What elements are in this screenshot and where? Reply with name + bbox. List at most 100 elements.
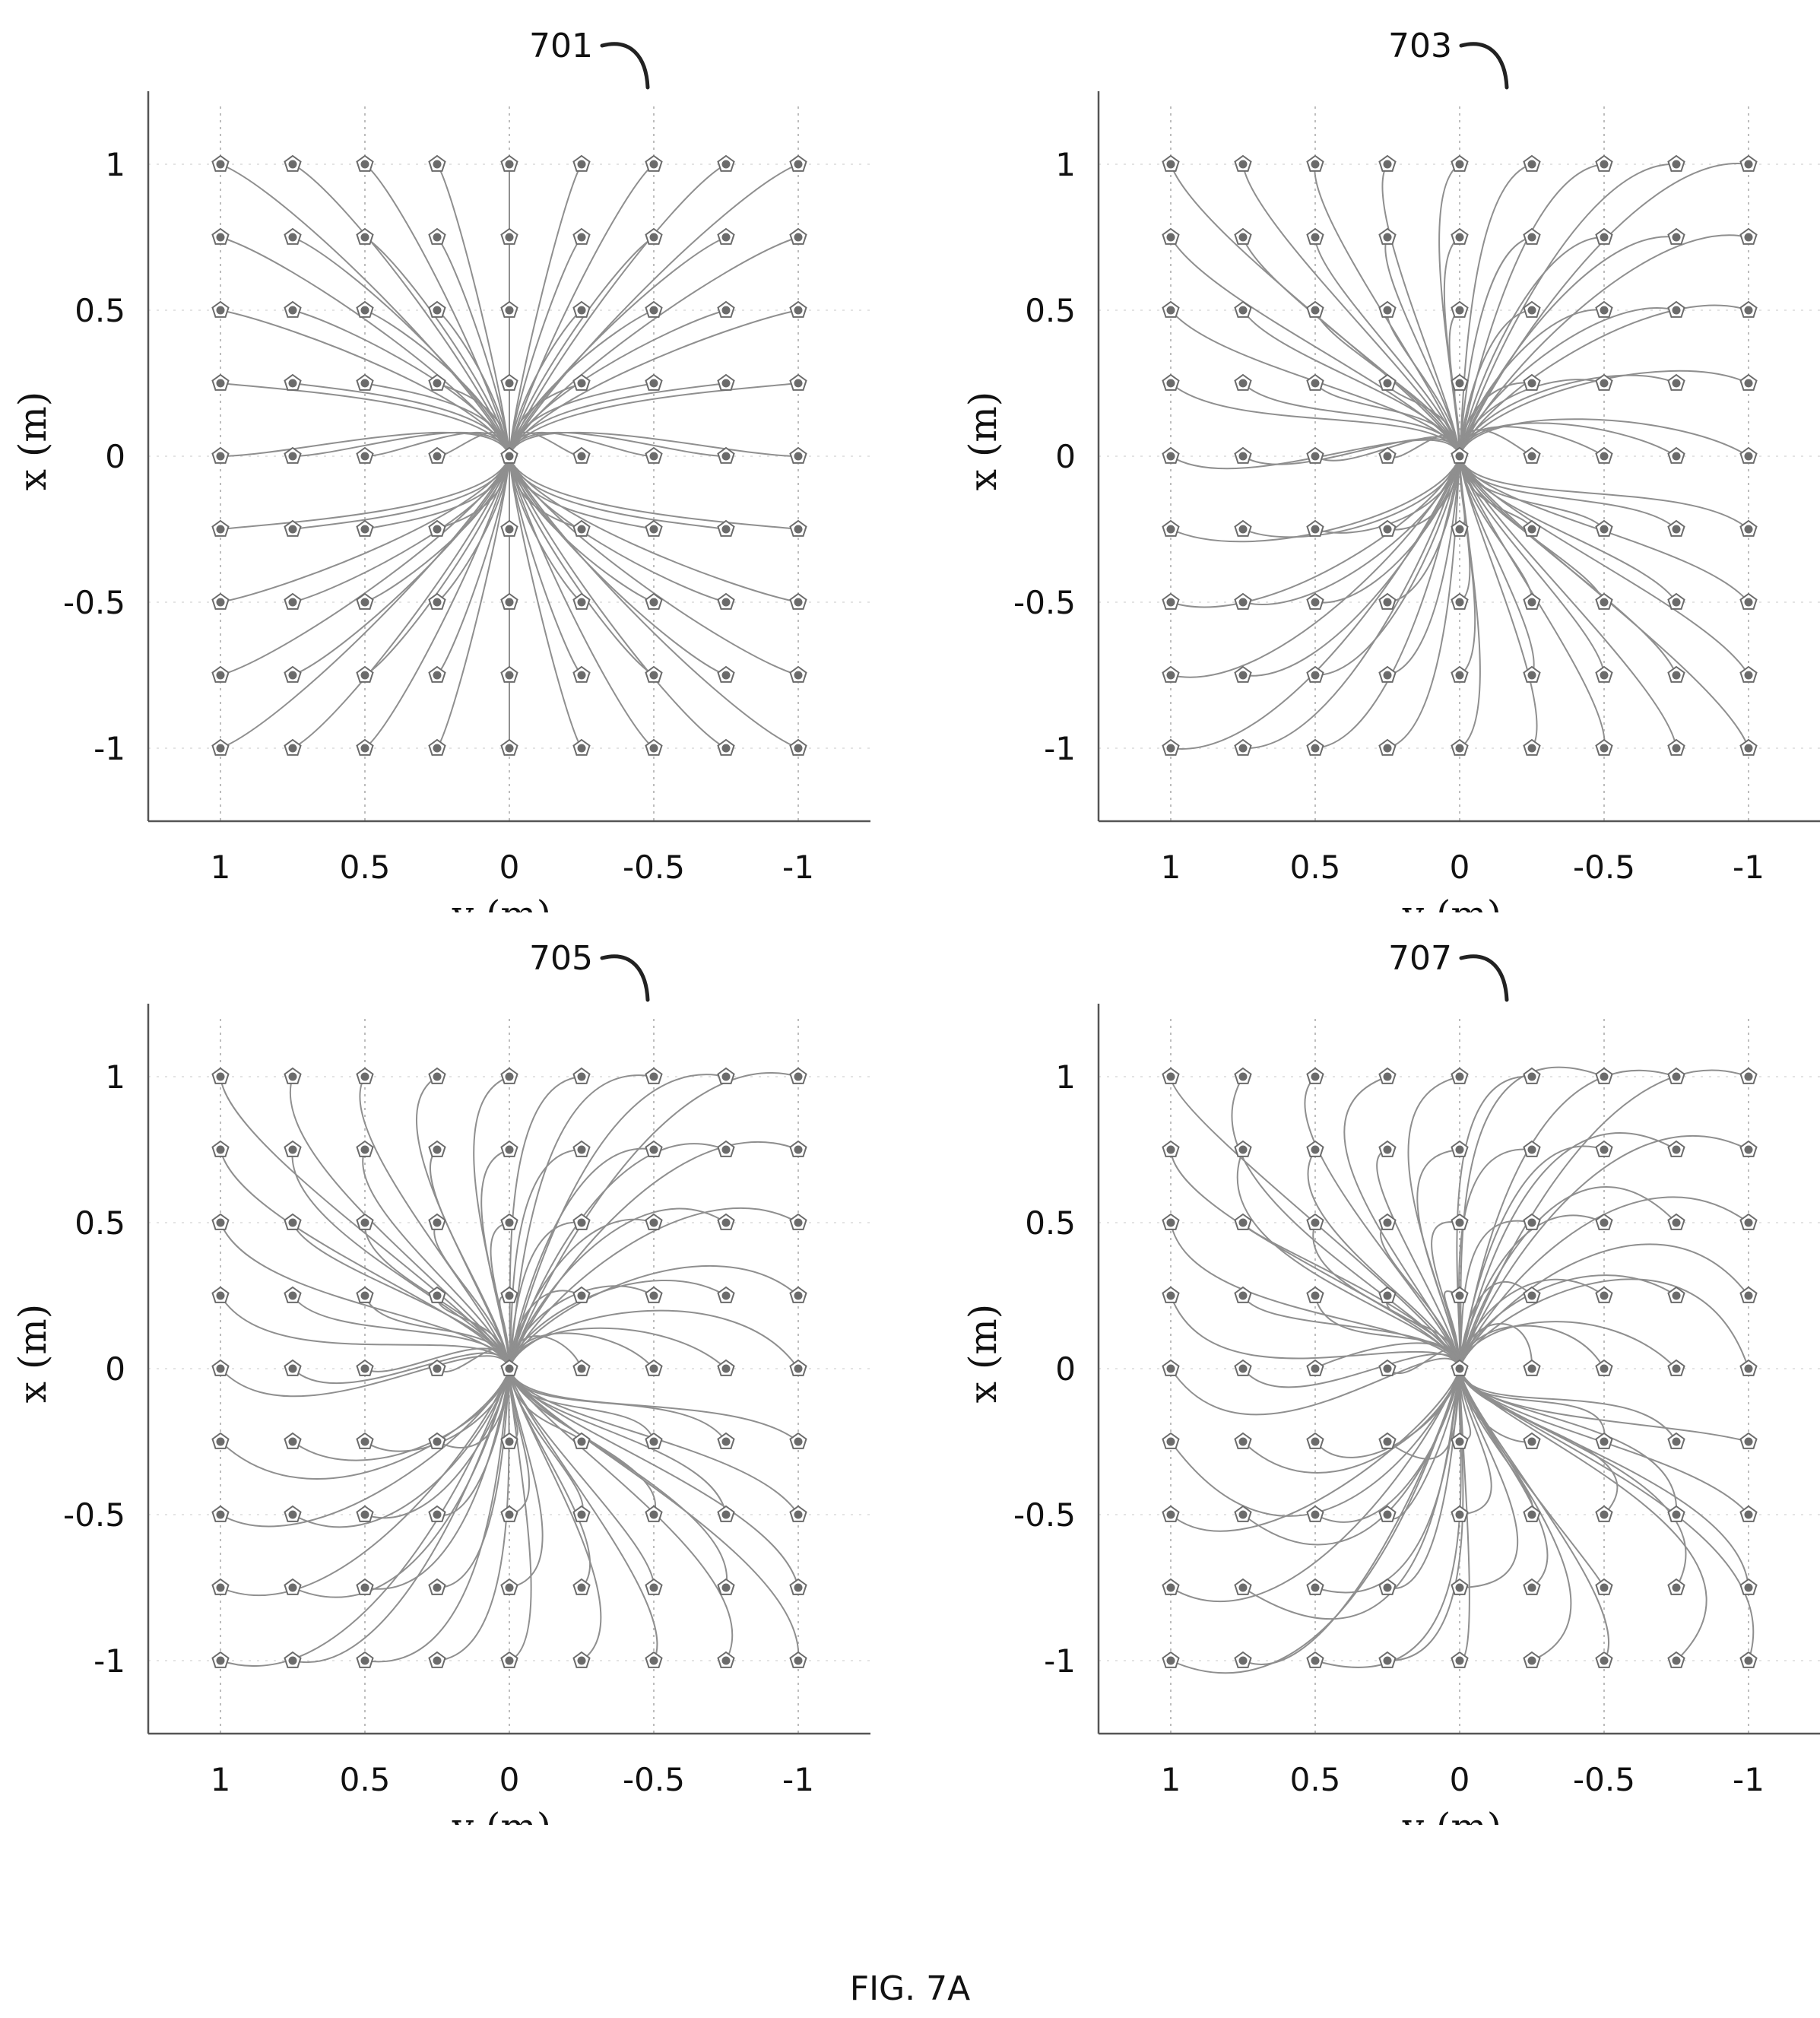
trajectory-path bbox=[1459, 307, 1677, 457]
marker-dot bbox=[1166, 671, 1175, 680]
trajectory-path bbox=[1459, 455, 1749, 749]
start-marker bbox=[1523, 1578, 1541, 1595]
marker-dot bbox=[1744, 1510, 1753, 1519]
marker-dot bbox=[360, 379, 369, 388]
marker-dot bbox=[360, 1437, 369, 1446]
marker-dot bbox=[1166, 1145, 1175, 1154]
start-marker bbox=[1595, 519, 1613, 537]
marker-dot bbox=[360, 233, 369, 242]
marker-dot bbox=[1527, 1291, 1536, 1300]
marker-dot bbox=[288, 1437, 297, 1446]
marker-dot bbox=[1166, 1364, 1175, 1373]
marker-dot bbox=[1672, 1510, 1681, 1519]
start-marker bbox=[717, 1213, 735, 1230]
trajectory-path bbox=[1459, 1066, 1605, 1369]
start-marker bbox=[1523, 1213, 1541, 1230]
x-tick-label: 1 bbox=[1161, 1761, 1181, 1798]
x-tick-label: 0.5 bbox=[340, 849, 391, 886]
marker-dot bbox=[1744, 233, 1753, 242]
marker-dot bbox=[1600, 1510, 1609, 1519]
trajectory-path bbox=[509, 1074, 655, 1369]
start-marker bbox=[1234, 446, 1252, 464]
chart-svg: 1 0.5 0 -0.5 -1 1 0.5 0 -0.5 -1 y (m) x (m) 703 bbox=[965, 27, 1820, 912]
x-tick-label: -1 bbox=[782, 849, 814, 886]
marker-dot bbox=[1311, 1583, 1320, 1592]
trajectory-path bbox=[1314, 382, 1460, 457]
start-marker bbox=[1595, 665, 1613, 683]
x-tick-label: 0.5 bbox=[340, 1761, 391, 1798]
trajectory-path bbox=[509, 309, 799, 457]
marker-dot bbox=[1744, 1364, 1753, 1373]
y-tick-label: 0 bbox=[105, 1350, 125, 1388]
marker-dot bbox=[1166, 452, 1175, 461]
marker-dot bbox=[721, 744, 731, 753]
marker-dot bbox=[1311, 452, 1320, 461]
marker-dot bbox=[216, 1072, 225, 1081]
trajectory-path bbox=[1387, 1368, 1464, 1662]
marker-dot bbox=[1672, 671, 1681, 680]
y-tick-label: 0.5 bbox=[75, 1204, 125, 1242]
marker-dot bbox=[216, 160, 225, 169]
marker-dot bbox=[288, 598, 297, 607]
marker-dot bbox=[288, 1291, 297, 1300]
marker-dot bbox=[1166, 1291, 1175, 1300]
start-marker bbox=[1234, 154, 1252, 172]
x-tick-label: 0 bbox=[499, 849, 520, 886]
marker-dot bbox=[1311, 598, 1320, 607]
marker-dot bbox=[1600, 1656, 1609, 1665]
marker-dot bbox=[505, 306, 514, 315]
start-marker bbox=[1306, 1067, 1324, 1084]
marker-dot bbox=[721, 1364, 731, 1373]
start-marker bbox=[1739, 1578, 1758, 1595]
trajectory-path bbox=[1170, 236, 1460, 457]
x-axis-label: y (m) bbox=[452, 1805, 552, 1825]
start-marker bbox=[1451, 1432, 1469, 1449]
marker-dot bbox=[1238, 1583, 1248, 1592]
trajectory-path bbox=[1459, 1069, 1677, 1369]
start-marker bbox=[1739, 519, 1758, 537]
marker-dot bbox=[505, 671, 514, 680]
marker-dot bbox=[649, 306, 658, 315]
marker-dot bbox=[649, 1656, 658, 1665]
start-marker bbox=[1595, 1140, 1613, 1157]
trajectory-path bbox=[1459, 236, 1605, 457]
trajectory-path bbox=[509, 1264, 799, 1369]
marker-dot bbox=[1527, 1656, 1536, 1665]
start-marker bbox=[284, 665, 302, 683]
marker-dot bbox=[360, 744, 369, 753]
marker-dot bbox=[360, 671, 369, 680]
trajectory-path bbox=[1459, 1243, 1749, 1369]
trajectory-path bbox=[1459, 236, 1677, 457]
start-marker bbox=[1595, 1505, 1613, 1522]
marker-dot bbox=[1672, 1364, 1681, 1373]
start-marker bbox=[645, 300, 663, 318]
x-tick-label: -1 bbox=[782, 1761, 814, 1798]
start-marker bbox=[1306, 1432, 1324, 1449]
start-markers bbox=[1162, 1067, 1758, 1668]
marker-dot bbox=[360, 1656, 369, 1665]
start-marker bbox=[1378, 1067, 1397, 1084]
marker-dot bbox=[1600, 1145, 1609, 1154]
marker-dot bbox=[433, 598, 442, 607]
start-marker bbox=[1162, 227, 1180, 245]
start-marker bbox=[284, 592, 302, 610]
start-marker bbox=[1234, 227, 1252, 245]
start-marker bbox=[1595, 1286, 1613, 1303]
start-marker bbox=[717, 738, 735, 756]
start-marker bbox=[284, 154, 302, 172]
trajectory-path bbox=[1459, 1368, 1755, 1661]
trajectory-path bbox=[1242, 455, 1460, 677]
marker-dot bbox=[1166, 1218, 1175, 1227]
trajectory-path bbox=[292, 236, 510, 457]
start-marker bbox=[1595, 1359, 1613, 1376]
start-marker bbox=[428, 1359, 446, 1376]
start-marker bbox=[1378, 1286, 1397, 1303]
start-marker bbox=[1451, 1359, 1469, 1376]
marker-dot bbox=[1672, 1583, 1681, 1592]
marker-dot bbox=[1455, 671, 1464, 680]
start-marker bbox=[1162, 1359, 1180, 1376]
trajectory-path bbox=[1314, 1368, 1460, 1594]
start-marker bbox=[1306, 1578, 1324, 1595]
trajectory-path bbox=[292, 431, 510, 457]
